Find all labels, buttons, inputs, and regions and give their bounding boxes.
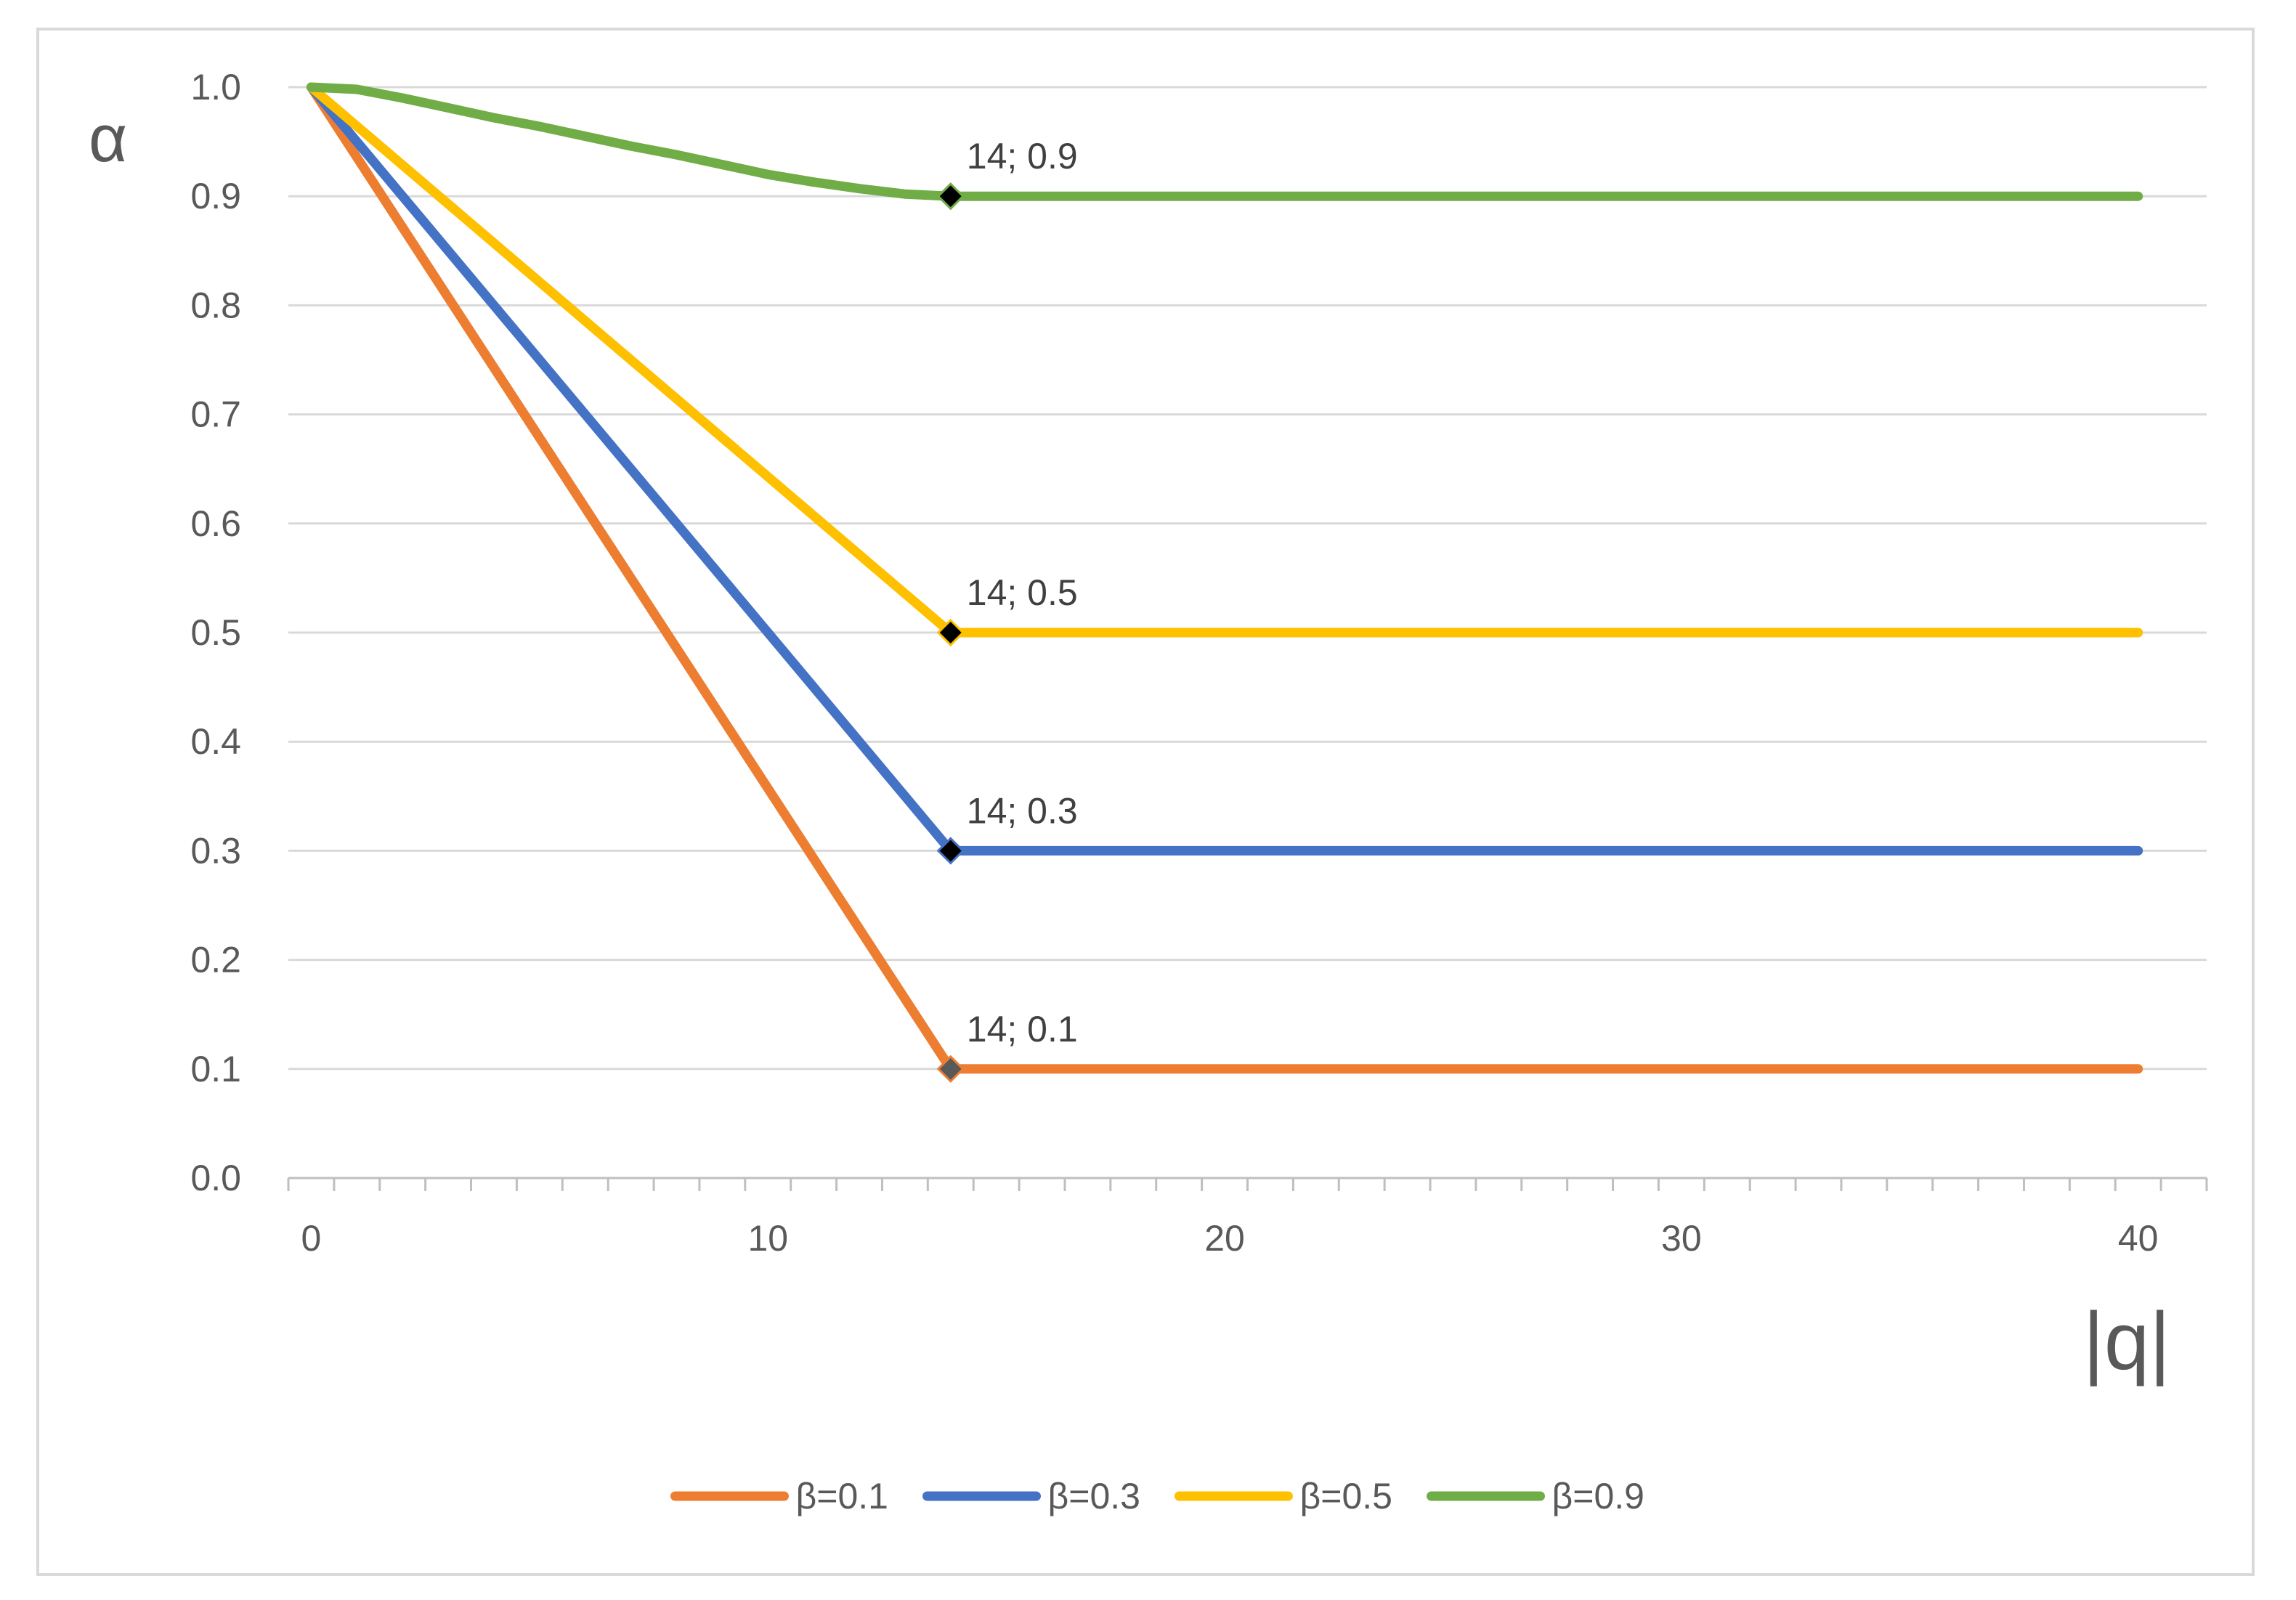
x-tick-label: 40 (2118, 1218, 2159, 1259)
legend-label: β=0.9 (1552, 1476, 1644, 1516)
legend-label: β=0.3 (1048, 1476, 1140, 1516)
y-tick-label: 0.4 (190, 721, 241, 762)
x-tick-label: 20 (1204, 1218, 1245, 1259)
data-label: 14; 0.9 (967, 136, 1078, 176)
y-tick-label: 0.7 (190, 394, 241, 435)
y-tick-label: 0.9 (190, 176, 241, 216)
y-tick-label: 0.5 (190, 612, 241, 653)
data-label: 14; 0.5 (967, 572, 1078, 613)
data-point-marker (936, 1055, 965, 1083)
data-point-marker (936, 618, 965, 647)
data-point-marker (936, 837, 965, 865)
marker-layer (936, 182, 965, 1083)
axis-layer: 0.0 0.1 0.2 0.3 0.4 0.5 0.6 0.7 0.8 0.9 1.0 0 10 20 30… (190, 67, 2208, 1259)
y-tick-label: 1.0 (190, 67, 241, 107)
x-tick-label: 10 (747, 1218, 788, 1259)
y-tick-label: 0.6 (190, 503, 241, 544)
legend: β=0.1 β=0.3 β=0.5 β=0.9 (670, 1476, 1644, 1516)
y-tick-label: 0.0 (190, 1158, 241, 1198)
legend-label: β=0.5 (1300, 1476, 1392, 1516)
data-label: 14; 0.1 (967, 1009, 1078, 1049)
series-line (306, 82, 2143, 201)
x-axis-title: |q| (2083, 1296, 2170, 1386)
legend-label: β=0.1 (796, 1476, 888, 1516)
label-layer: 14; 0.1 14; 0.3 14; 0.5 14; 0.9 (967, 136, 1078, 1049)
y-tick-label: 0.8 (190, 285, 241, 325)
y-tick-label: 0.1 (190, 1049, 241, 1089)
x-tick-label: 0 (301, 1218, 322, 1259)
data-label: 14; 0.3 (967, 790, 1078, 831)
y-axis-title: α (89, 102, 127, 176)
x-tick-label: 30 (1661, 1218, 1702, 1259)
data-point-marker (936, 182, 965, 211)
y-tick-label: 0.2 (190, 940, 241, 980)
chart-border (36, 28, 2255, 1576)
y-tick-label: 0.3 (190, 830, 241, 871)
